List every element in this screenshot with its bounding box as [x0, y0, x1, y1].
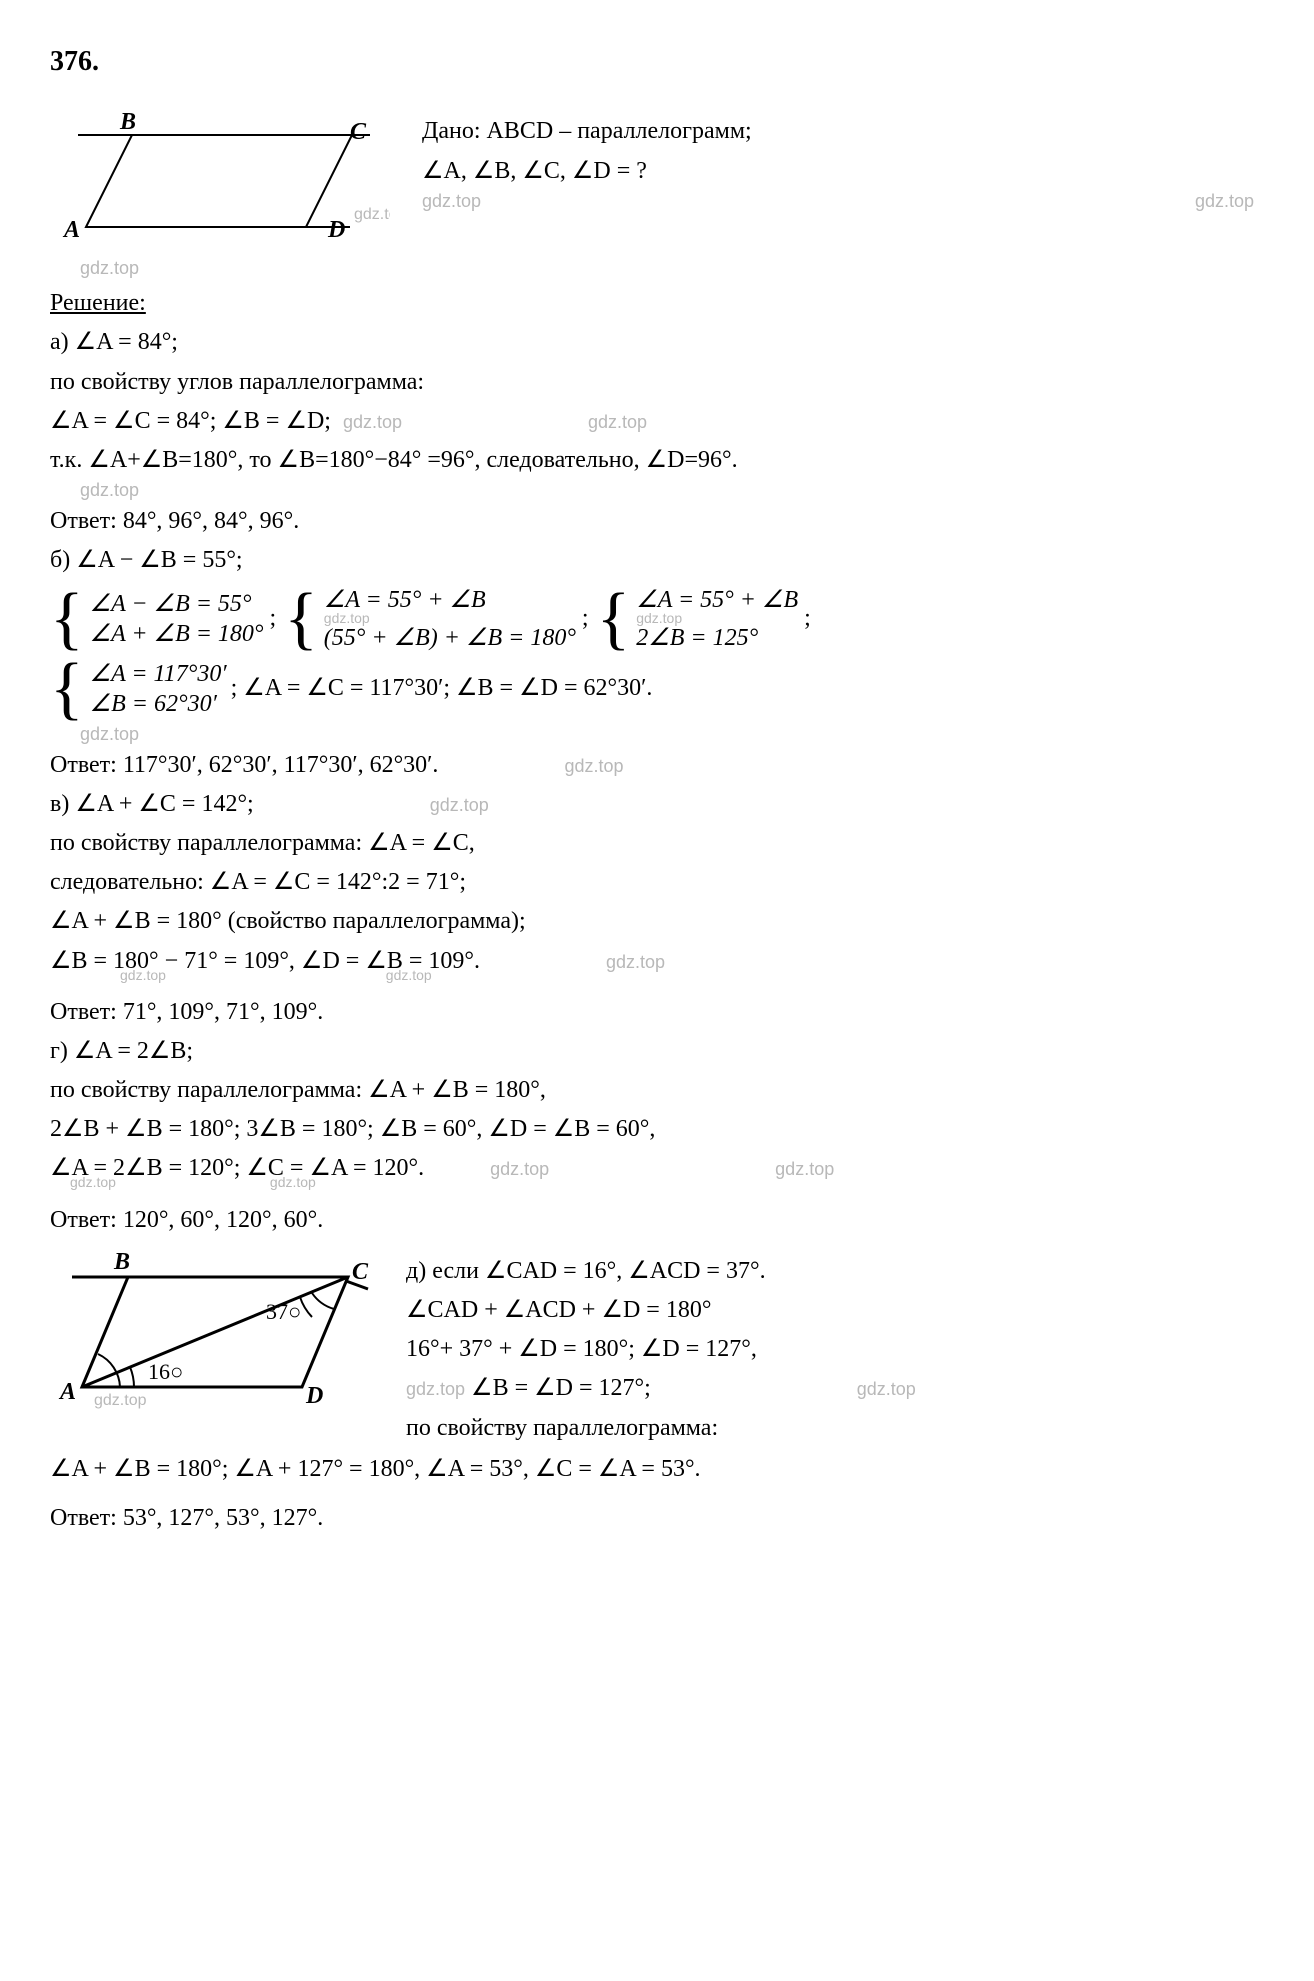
watermark: gdz.top — [422, 188, 481, 216]
c-l5a: ∠B = 180° − 71° = 109°, ∠D — [50, 948, 340, 974]
e-l3b: ∠B = ∠D = 127°; — [471, 1375, 651, 1401]
b-sys4-r1: ∠A = 117°30′ — [90, 659, 227, 689]
brace-icon: { — [597, 598, 631, 640]
c-l2: по свойству параллелограмма: ∠A = ∠C, — [50, 825, 1264, 862]
watermark: gdz.top — [588, 412, 647, 432]
b-sys3-r1: ∠A = 55° + ∠B — [636, 585, 798, 615]
figure-1: B C A D gdz.top — [50, 111, 390, 251]
solution-heading: Решение: — [50, 285, 1264, 322]
d-l4a: ∠A = 2 — [50, 1155, 125, 1181]
watermark: gdz.top — [80, 255, 1264, 283]
d-l4c: = ∠A = 120°. — [290, 1155, 424, 1181]
watermark: gdz.top — [857, 1379, 916, 1399]
a-l2: по свойству углов параллелограмма: — [50, 364, 1264, 401]
b-sys4-r2: ∠B = 62°30′ — [90, 689, 227, 719]
b-sys2: { ∠A = 55° + ∠B gdz.top (55° + ∠B) + ∠B … — [284, 585, 576, 652]
fig1-label-B: B — [119, 111, 136, 135]
given-l1: Дано: ABCD – параллелограмм; — [422, 113, 1264, 150]
figure-2: B C A D 37○ 16○ gdz.top — [50, 1251, 380, 1421]
watermark: gdz.top — [343, 412, 402, 432]
fig2-angle-37: 37○ — [266, 1299, 301, 1324]
fig2-angle-16: 16○ — [148, 1359, 183, 1384]
fig2-label-C: C — [352, 1259, 369, 1285]
b-sys2-r1: ∠A = 55° + ∠B — [324, 585, 576, 615]
watermark: gdz.top — [775, 1159, 834, 1179]
watermark: gdz.top — [490, 1159, 549, 1179]
problem-number: 376. — [50, 40, 1264, 83]
c-l4: ∠A + ∠B = 180° (свойство параллелограмма… — [50, 903, 1264, 940]
e-ans: Ответ: 53°, 127°, 53°, 127°. — [50, 1500, 1264, 1537]
c-l3: следовательно: ∠A = ∠C = 142°:2 = 71°; — [50, 864, 1264, 901]
given-block: Дано: ABCD – параллелограмм; ∠A, ∠B, ∠C,… — [422, 111, 1264, 211]
watermark: gdz.top — [430, 795, 489, 815]
e-l5: ∠A + ∠B = 180°; ∠A + 127° = 180°, ∠A = 5… — [50, 1451, 1264, 1488]
d-l4: ∠A = 2 gdz.top ∠B = 120°; ∠C = ∠A = 120°. g… — [50, 1150, 1264, 1187]
b-sys1-r2: ∠A + ∠B = 180° — [90, 619, 264, 649]
brace-icon: { — [284, 598, 318, 640]
b-after4: ; ∠A = ∠C = 117°30′; ∠B = ∠D = 62°30′. — [231, 670, 653, 707]
e-l2: ∠CAD + ∠ACD + ∠D = 180° — [406, 1292, 1264, 1329]
e-l1: д) если ∠CAD = 16°, ∠ACD = 37°. — [406, 1253, 1264, 1290]
brace-icon: { — [50, 598, 84, 640]
c-l5b: = ∠B = 109°. — [346, 948, 480, 974]
fig2-label-D: D — [305, 1383, 323, 1409]
top-row: B C A D gdz.top Дано: ABCD – параллелогр… — [50, 111, 1264, 251]
given-l2: ∠A, ∠B, ∠C, ∠D = ? — [422, 153, 1264, 190]
b-sys1-r1: ∠A − ∠B = 55° — [90, 589, 264, 619]
c-l5: ∠B = 180° − 71° = 109°, ∠D gdz.top = ∠B =… — [50, 943, 1264, 980]
b-sys3-r2: 2∠B = 125° — [636, 623, 798, 653]
e-l3: 16°+ 37° + ∠D = 180°; ∠D = 127°, — [406, 1331, 1264, 1368]
c-l1-text: в) ∠A + ∠C = 142°; — [50, 791, 254, 817]
fig1-label-A: A — [62, 217, 80, 243]
d-l3: 2∠B + ∠B = 180°; 3∠B = 180°; ∠B = 60°, ∠… — [50, 1111, 1264, 1148]
fig2-label-B: B — [113, 1251, 130, 1275]
watermark: gdz.top — [1195, 188, 1254, 216]
b-systems-2: { ∠A = 117°30′ ∠B = 62°30′ ; ∠A = ∠C = 1… — [50, 659, 1264, 719]
fig1-label-D: D — [327, 217, 345, 243]
a-ans: Ответ: 84°, 96°, 84°, 96°. — [50, 503, 1264, 540]
b-sys1: { ∠A − ∠B = 55° ∠A + ∠B = 180° — [50, 589, 264, 649]
d-l4b: ∠B = 120°; ∠C — [125, 1155, 290, 1181]
watermark: gdz.top — [606, 952, 665, 972]
a-l3: ∠A = ∠C = 84°; ∠B = ∠D; gdz.top gdz.top — [50, 403, 1264, 440]
e-l4: по свойству параллелограмма: — [406, 1410, 1264, 1447]
b-sys3: { ∠A = 55° + ∠B gdz.top 2∠B = 125° — [597, 585, 799, 652]
d-l2: по свойству параллелограмма: ∠A + ∠B = 1… — [50, 1072, 1264, 1109]
a-l3-text: ∠A = ∠C = 84°; ∠B = ∠D; — [50, 408, 331, 434]
fig2-watermark: gdz.top — [94, 1392, 147, 1409]
watermark: gdz.top — [406, 1379, 465, 1399]
b-sys2-r2: (55° + ∠B) + ∠B = 180° — [324, 623, 576, 653]
b-sys4: { ∠A = 117°30′ ∠B = 62°30′ — [50, 659, 227, 719]
fig2-label-A: A — [58, 1379, 76, 1405]
d-ans: Ответ: 120°, 60°, 120°, 60°. — [50, 1202, 1264, 1239]
a-l1: а) ∠A = 84°; — [50, 324, 1264, 361]
brace-icon: { — [50, 668, 84, 710]
watermark-row: gdz.top gdz.top — [422, 188, 1264, 216]
e-l3b-row: gdz.top ∠B = ∠D = 127°; gdz.top — [406, 1370, 1264, 1407]
fig1-label-C: C — [350, 119, 367, 145]
a-l4: т.к. ∠A+∠B=180°, то ∠B=180°−84° =96°, сл… — [50, 442, 1264, 479]
fig1-watermark: gdz.top — [354, 206, 390, 223]
watermark: gdz.top — [564, 756, 623, 776]
b-ans: Ответ: 117°30′, 62°30′, 117°30′, 62°30′.… — [50, 747, 1264, 784]
b-l1: б) ∠A − ∠B = 55°; — [50, 542, 1264, 579]
b-systems-1: { ∠A − ∠B = 55° ∠A + ∠B = 180° ; { ∠A = … — [50, 585, 1264, 652]
watermark: gdz.top — [80, 477, 1264, 505]
c-ans: Ответ: 71°, 109°, 71°, 109°. — [50, 994, 1264, 1031]
e-l3a: 16°+ 37° + ∠D = 180°; ∠D = 127°, — [406, 1336, 757, 1362]
e-text: д) если ∠CAD = 16°, ∠ACD = 37°. ∠CAD + ∠… — [406, 1251, 1264, 1449]
d-l1: г) ∠A = 2∠B; — [50, 1033, 1264, 1070]
e-row: B C A D 37○ 16○ gdz.top д) если ∠CAD = 1… — [50, 1251, 1264, 1449]
b-ans-text: Ответ: 117°30′, 62°30′, 117°30′, 62°30′. — [50, 752, 438, 778]
watermark: gdz.top — [80, 721, 1264, 749]
c-l1: в) ∠A + ∠C = 142°; gdz.top — [50, 786, 1264, 823]
